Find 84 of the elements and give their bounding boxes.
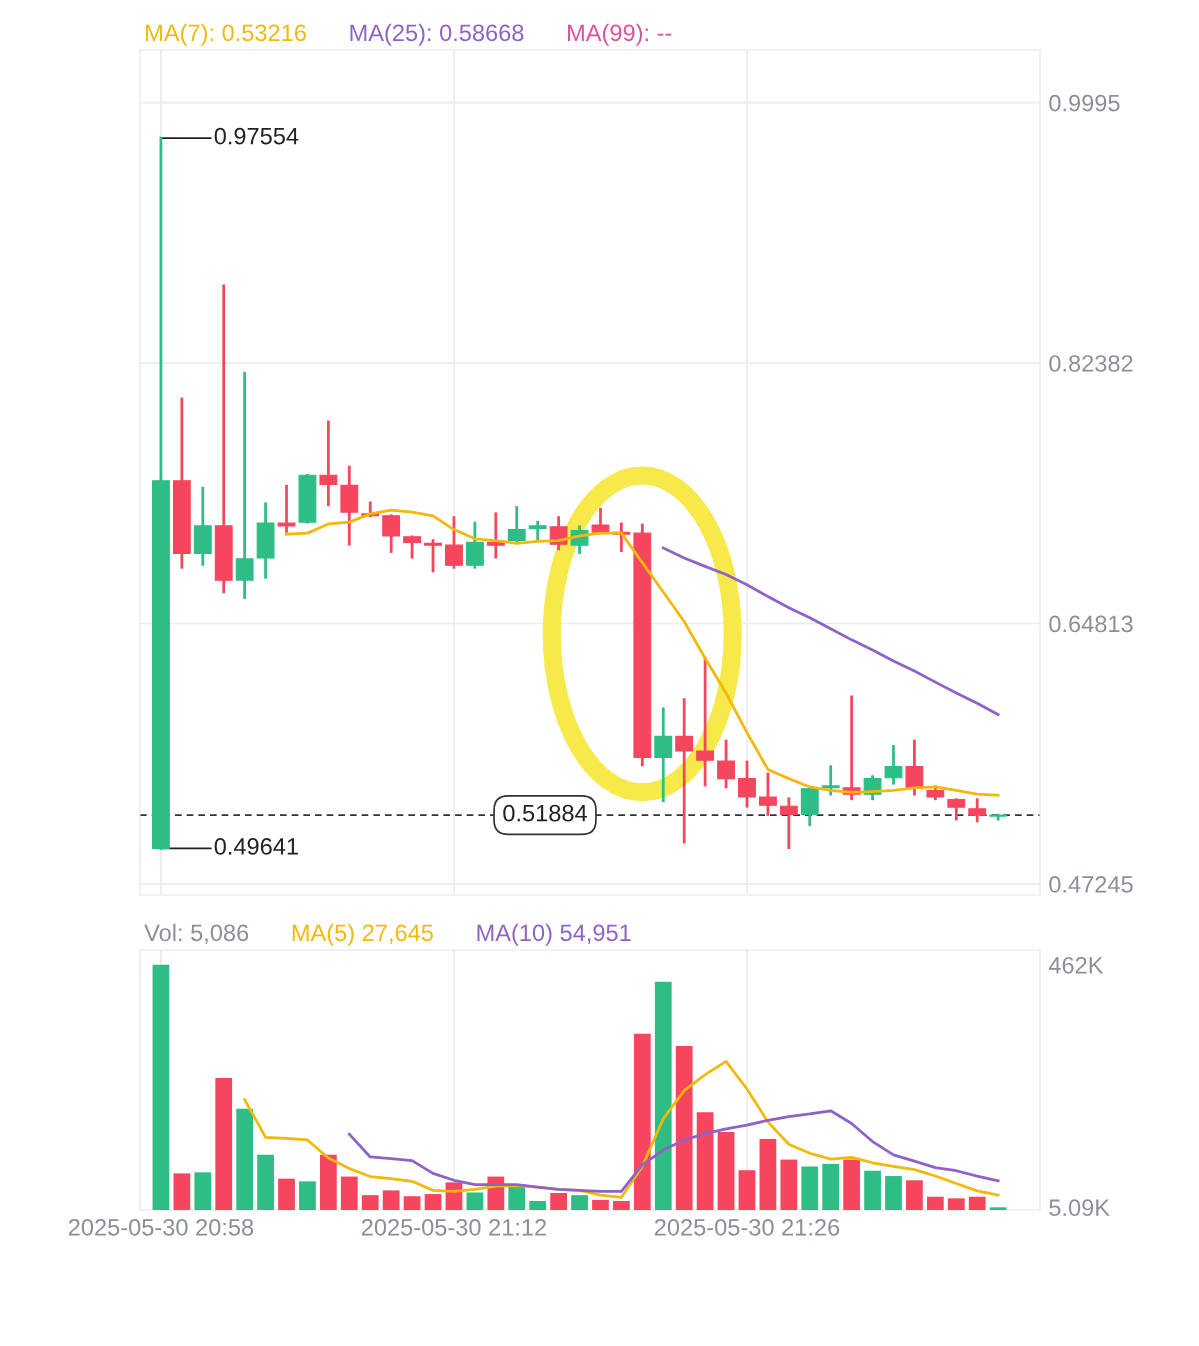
bar xyxy=(675,1046,693,1210)
legend-label: MA(99): -- xyxy=(568,23,672,46)
y-tick-label: 0.47245 xyxy=(1049,876,1133,893)
bar xyxy=(926,1196,944,1210)
candlestick xyxy=(884,745,903,785)
bar xyxy=(340,1176,358,1210)
bar xyxy=(403,1196,421,1210)
bar xyxy=(947,1198,965,1210)
candlestick xyxy=(486,512,505,559)
candlestick xyxy=(821,765,840,796)
text: MA(5) 27,645 xyxy=(292,923,433,946)
candlestick xyxy=(528,520,547,541)
bar xyxy=(613,1200,630,1210)
candlestick xyxy=(277,484,296,533)
bar xyxy=(906,1180,923,1210)
candlestick xyxy=(403,535,422,559)
bar xyxy=(592,1199,609,1210)
x-tick-label: 2025-05-30 20:58 xyxy=(68,1218,254,1236)
bar xyxy=(529,1200,547,1210)
bar xyxy=(257,1154,274,1210)
bar xyxy=(759,1138,777,1210)
line-series xyxy=(661,546,1000,716)
bar xyxy=(696,1112,714,1210)
line-series xyxy=(285,508,1000,797)
candlestick xyxy=(507,506,526,542)
bar xyxy=(864,1170,881,1210)
bar xyxy=(466,1192,484,1210)
candlestick xyxy=(968,798,987,823)
bar xyxy=(822,1163,840,1210)
y-tick-label: 0.64813 xyxy=(1049,615,1133,633)
text: MA(7): 0.53216 xyxy=(146,23,306,46)
candlestick xyxy=(675,698,694,844)
x-tick-label: 2025-05-30 21:12 xyxy=(361,1218,546,1236)
y-tick-label: 0.9995 xyxy=(1049,94,1120,112)
bar xyxy=(968,1196,986,1210)
x-tick-label: 2025-05-30 21:26 xyxy=(654,1218,840,1236)
candlestick xyxy=(947,798,966,821)
bar xyxy=(508,1186,526,1210)
y-tick-label: 462K xyxy=(1048,956,1104,974)
bar xyxy=(215,1077,233,1210)
candlestick xyxy=(382,514,401,553)
bar xyxy=(194,1172,212,1210)
bar xyxy=(989,1207,1007,1210)
annotation: 0.97554 xyxy=(214,127,299,145)
bar xyxy=(738,1170,756,1210)
bar xyxy=(633,1033,651,1210)
bar xyxy=(550,1193,567,1210)
text: Vol: 5,086 xyxy=(144,923,249,944)
candlestick xyxy=(696,656,715,787)
text: MA(25): 0.58668 xyxy=(350,23,524,46)
bar xyxy=(320,1154,337,1210)
candlestick xyxy=(989,813,1008,821)
bar xyxy=(801,1166,819,1210)
bar xyxy=(424,1194,442,1210)
bar xyxy=(152,964,170,1210)
candlestick xyxy=(424,539,442,573)
candlestick xyxy=(319,420,338,507)
bar xyxy=(885,1176,902,1210)
bar xyxy=(382,1190,400,1210)
candlestick xyxy=(779,797,798,849)
candlestick xyxy=(445,516,463,569)
line-series xyxy=(347,1109,1000,1193)
annotation: 0.49641 xyxy=(214,838,298,855)
candlestick xyxy=(654,707,673,803)
candlestick xyxy=(758,772,777,816)
bar xyxy=(299,1181,316,1210)
ref-line-label: 0.51884 xyxy=(503,804,587,822)
bar xyxy=(173,1173,191,1210)
bar xyxy=(843,1159,860,1210)
bar xyxy=(278,1178,295,1210)
candlestick xyxy=(235,371,254,599)
bar xyxy=(236,1108,254,1210)
text: MA(10) 54,951 xyxy=(477,923,631,946)
bar xyxy=(571,1195,588,1210)
bar xyxy=(717,1132,735,1210)
candlestick xyxy=(717,739,735,789)
y-tick-label: 0.82382 xyxy=(1049,355,1133,372)
candlestick xyxy=(905,739,924,796)
y-tick-label: 5.09K xyxy=(1049,1199,1110,1217)
bar xyxy=(361,1195,379,1210)
bar xyxy=(780,1159,798,1210)
candlestick xyxy=(465,521,484,569)
candlestick xyxy=(738,760,756,808)
bar xyxy=(654,981,672,1210)
